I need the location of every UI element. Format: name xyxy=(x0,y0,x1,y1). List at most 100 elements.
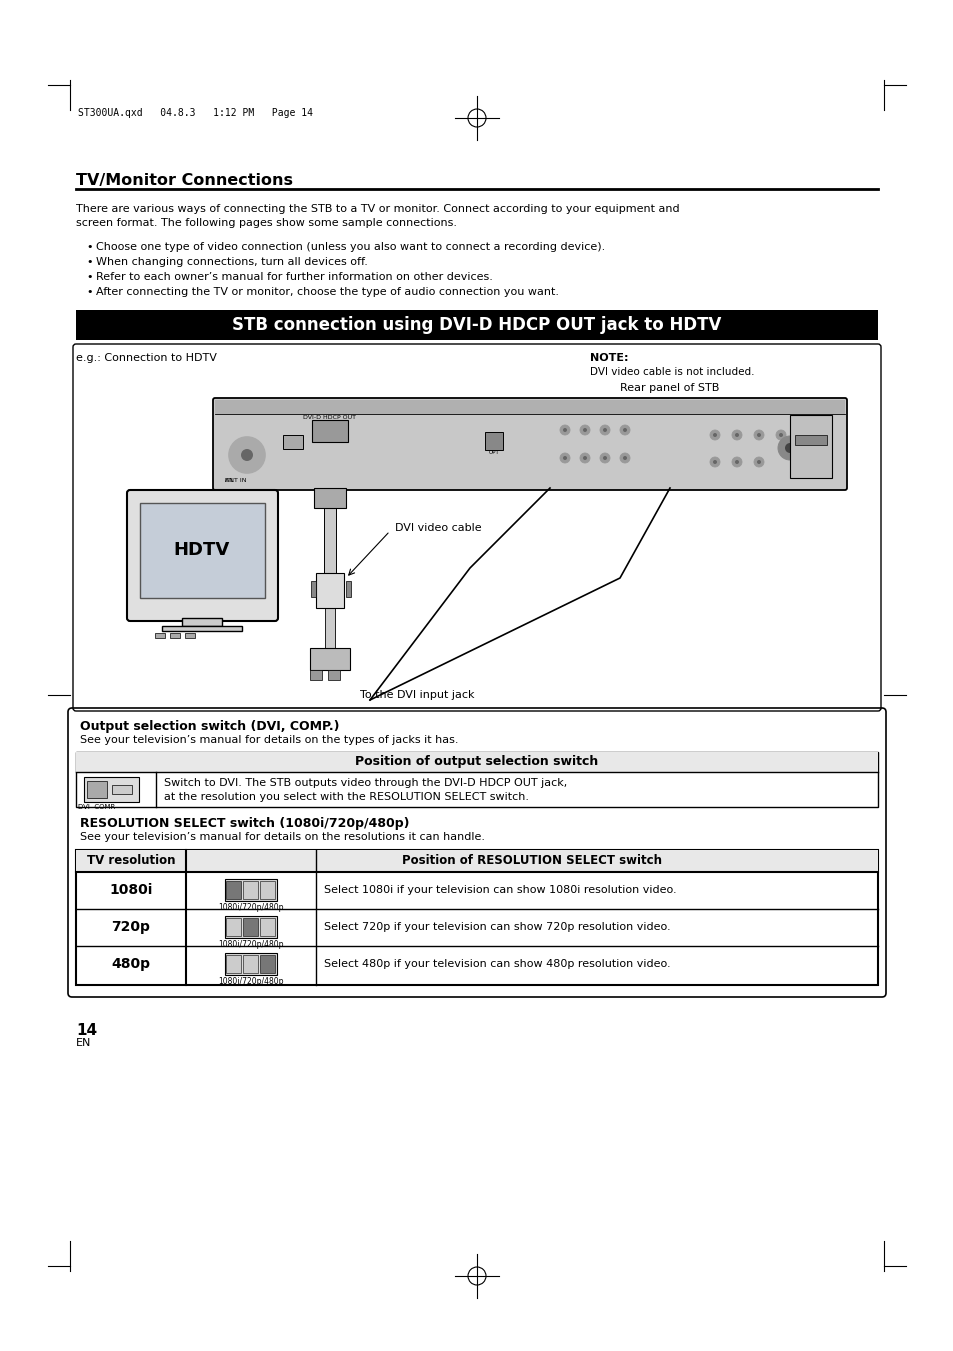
Circle shape xyxy=(335,430,338,434)
Bar xyxy=(226,881,241,898)
Text: Choose one type of video connection (unless you also want to connect a recording: Choose one type of video connection (unl… xyxy=(96,242,604,253)
Circle shape xyxy=(320,435,325,439)
Circle shape xyxy=(579,453,589,463)
Circle shape xyxy=(562,457,566,459)
Circle shape xyxy=(320,423,325,427)
Text: There are various ways of connecting the STB to a TV or monitor. Connect accordi: There are various ways of connecting the… xyxy=(76,204,679,213)
Bar xyxy=(214,400,844,413)
Bar xyxy=(484,432,502,450)
Circle shape xyxy=(661,404,667,409)
Text: 1080i/720p/480p: 1080i/720p/480p xyxy=(218,977,283,986)
Circle shape xyxy=(778,436,801,459)
Text: Select 480p if your television can show 480p resolution video.: Select 480p if your television can show … xyxy=(324,959,670,969)
Text: STB connection using DVI-D HDCP OUT jack to HDTV: STB connection using DVI-D HDCP OUT jack… xyxy=(233,316,720,334)
Circle shape xyxy=(335,435,338,439)
Text: RESOLUTION SELECT switch (1080i/720p/480p): RESOLUTION SELECT switch (1080i/720p/480… xyxy=(80,817,409,830)
Bar xyxy=(260,917,274,936)
Circle shape xyxy=(602,457,606,459)
Circle shape xyxy=(731,457,741,467)
Circle shape xyxy=(229,436,265,473)
Circle shape xyxy=(602,428,606,432)
Bar xyxy=(76,309,877,340)
Circle shape xyxy=(252,404,257,409)
Text: DVI  COMP.: DVI COMP. xyxy=(78,804,115,811)
Text: To the DVI input jack: To the DVI input jack xyxy=(359,690,474,700)
Text: ANT IN: ANT IN xyxy=(225,478,246,484)
FancyBboxPatch shape xyxy=(127,490,277,621)
Circle shape xyxy=(757,434,760,436)
Text: •: • xyxy=(86,242,92,253)
Circle shape xyxy=(712,434,717,436)
Text: 1080i/720p/480p: 1080i/720p/480p xyxy=(793,450,828,454)
Text: DVI-D HDCP OUT: DVI-D HDCP OUT xyxy=(303,415,356,420)
Text: 720p: 720p xyxy=(112,920,151,934)
Text: After connecting the TV or monitor, choose the type of audio connection you want: After connecting the TV or monitor, choo… xyxy=(96,286,558,297)
Bar xyxy=(226,917,241,936)
Circle shape xyxy=(328,423,332,427)
Circle shape xyxy=(341,430,346,434)
Circle shape xyxy=(734,434,739,436)
Bar xyxy=(243,955,257,973)
Text: 1080i/720p/480p: 1080i/720p/480p xyxy=(218,902,283,912)
Text: TV/Monitor Connections: TV/Monitor Connections xyxy=(76,173,293,188)
FancyBboxPatch shape xyxy=(213,399,846,490)
Bar xyxy=(260,881,274,898)
Text: 480p: 480p xyxy=(112,957,151,971)
Circle shape xyxy=(328,430,332,434)
Circle shape xyxy=(320,430,325,434)
Bar xyxy=(87,781,107,798)
Circle shape xyxy=(314,430,317,434)
Circle shape xyxy=(712,459,717,463)
Text: Output selection switch (DVI, COMP.): Output selection switch (DVI, COMP.) xyxy=(80,720,339,734)
Text: Refer to each owner’s manual for further information on other devices.: Refer to each owner’s manual for further… xyxy=(96,272,493,282)
Bar xyxy=(76,850,877,871)
Text: Select 1080i if your television can show 1080i resolution video.: Select 1080i if your television can show… xyxy=(324,885,676,894)
Bar xyxy=(328,670,339,680)
Circle shape xyxy=(579,426,589,435)
Circle shape xyxy=(562,428,566,432)
Circle shape xyxy=(582,428,586,432)
Circle shape xyxy=(599,426,609,435)
Text: 1080i/720p/480p: 1080i/720p/480p xyxy=(218,940,283,948)
Circle shape xyxy=(599,453,609,463)
Text: ETL: ETL xyxy=(225,478,234,484)
Bar xyxy=(185,634,194,638)
Bar xyxy=(310,670,322,680)
Text: Position of output selection switch: Position of output selection switch xyxy=(355,755,598,769)
Bar xyxy=(170,634,180,638)
Text: 14: 14 xyxy=(76,1023,97,1038)
Text: TV resolution: TV resolution xyxy=(87,854,175,867)
Bar xyxy=(76,753,877,771)
Text: OPT: OPT xyxy=(488,450,498,455)
Circle shape xyxy=(341,435,346,439)
Text: See your television’s manual for details on the resolutions it can handle.: See your television’s manual for details… xyxy=(80,832,484,842)
Circle shape xyxy=(622,457,626,459)
Bar xyxy=(243,917,257,936)
Bar xyxy=(315,573,344,608)
Circle shape xyxy=(328,435,332,439)
Text: •: • xyxy=(86,286,92,297)
Text: 1080i: 1080i xyxy=(110,884,152,897)
Text: ST300UA.qxd   04.8.3   1:12 PM   Page 14: ST300UA.qxd 04.8.3 1:12 PM Page 14 xyxy=(78,108,313,118)
Bar xyxy=(225,952,276,975)
Text: RESOLUTION
SELECT: RESOLUTION SELECT xyxy=(795,417,826,428)
Bar xyxy=(794,435,826,444)
Text: Rear panel of STB: Rear panel of STB xyxy=(619,382,719,393)
Circle shape xyxy=(619,453,629,463)
Text: Position of RESOLUTION SELECT switch: Position of RESOLUTION SELECT switch xyxy=(401,854,661,867)
Circle shape xyxy=(622,428,626,432)
Bar xyxy=(311,581,315,597)
Bar xyxy=(226,955,241,973)
Bar xyxy=(325,608,335,648)
Circle shape xyxy=(341,423,346,427)
Text: See your television’s manual for details on the types of jacks it has.: See your television’s manual for details… xyxy=(80,735,458,744)
Circle shape xyxy=(753,457,763,467)
Circle shape xyxy=(619,426,629,435)
Circle shape xyxy=(784,443,794,453)
Circle shape xyxy=(734,459,739,463)
Bar xyxy=(346,581,351,597)
Circle shape xyxy=(757,459,760,463)
Circle shape xyxy=(753,430,763,440)
Text: screen format. The following pages show some sample connections.: screen format. The following pages show … xyxy=(76,218,456,228)
Bar xyxy=(112,785,132,794)
